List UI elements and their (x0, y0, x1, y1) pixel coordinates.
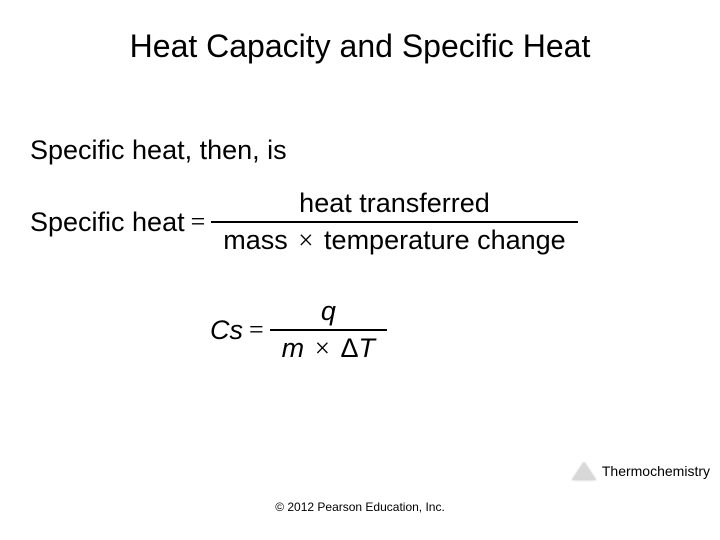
footer-right: Thermochemistry (572, 462, 710, 480)
slide-title: Heat Capacity and Specific Heat (0, 0, 720, 65)
eq1-denominator: mass × temperature change (211, 223, 577, 258)
eq1-fraction: heat transferred mass × temperature chan… (211, 186, 577, 258)
eq2-m: m (282, 333, 305, 363)
eq2-T: T (358, 333, 375, 363)
times-symbol-2: × (312, 333, 333, 363)
times-symbol: × (295, 225, 316, 255)
equals-sign: = (185, 207, 212, 237)
copyright-text: © 2012 Pearson Education, Inc. (0, 500, 720, 514)
eq2-delta: Δ (340, 333, 358, 363)
eq2-lhs: Cs (210, 315, 243, 346)
eq1-numerator: heat transferred (287, 186, 502, 221)
prism-icon (572, 462, 596, 480)
equation-word-form: Specific heat = heat transferred mass × … (30, 186, 690, 258)
equation-symbol-form: Cs = q m × ΔT (30, 294, 690, 366)
intro-text: Specific heat, then, is (30, 135, 690, 166)
eq2-s: s (230, 315, 244, 345)
eq2-numerator: q (309, 294, 348, 329)
equals-sign-2: = (243, 315, 270, 345)
eq2-fraction: q m × ΔT (270, 294, 387, 366)
slide: Heat Capacity and Specific Heat Specific… (0, 0, 720, 540)
eq2-denominator: m × ΔT (270, 331, 387, 366)
eq2-C: C (210, 315, 230, 345)
slide-body: Specific heat, then, is Specific heat = … (0, 65, 720, 366)
footer-label: Thermochemistry (602, 463, 710, 479)
eq1-denom-mass: mass (223, 225, 288, 255)
eq1-denom-tempchange: temperature change (324, 225, 566, 255)
eq1-lhs: Specific heat (30, 207, 185, 238)
